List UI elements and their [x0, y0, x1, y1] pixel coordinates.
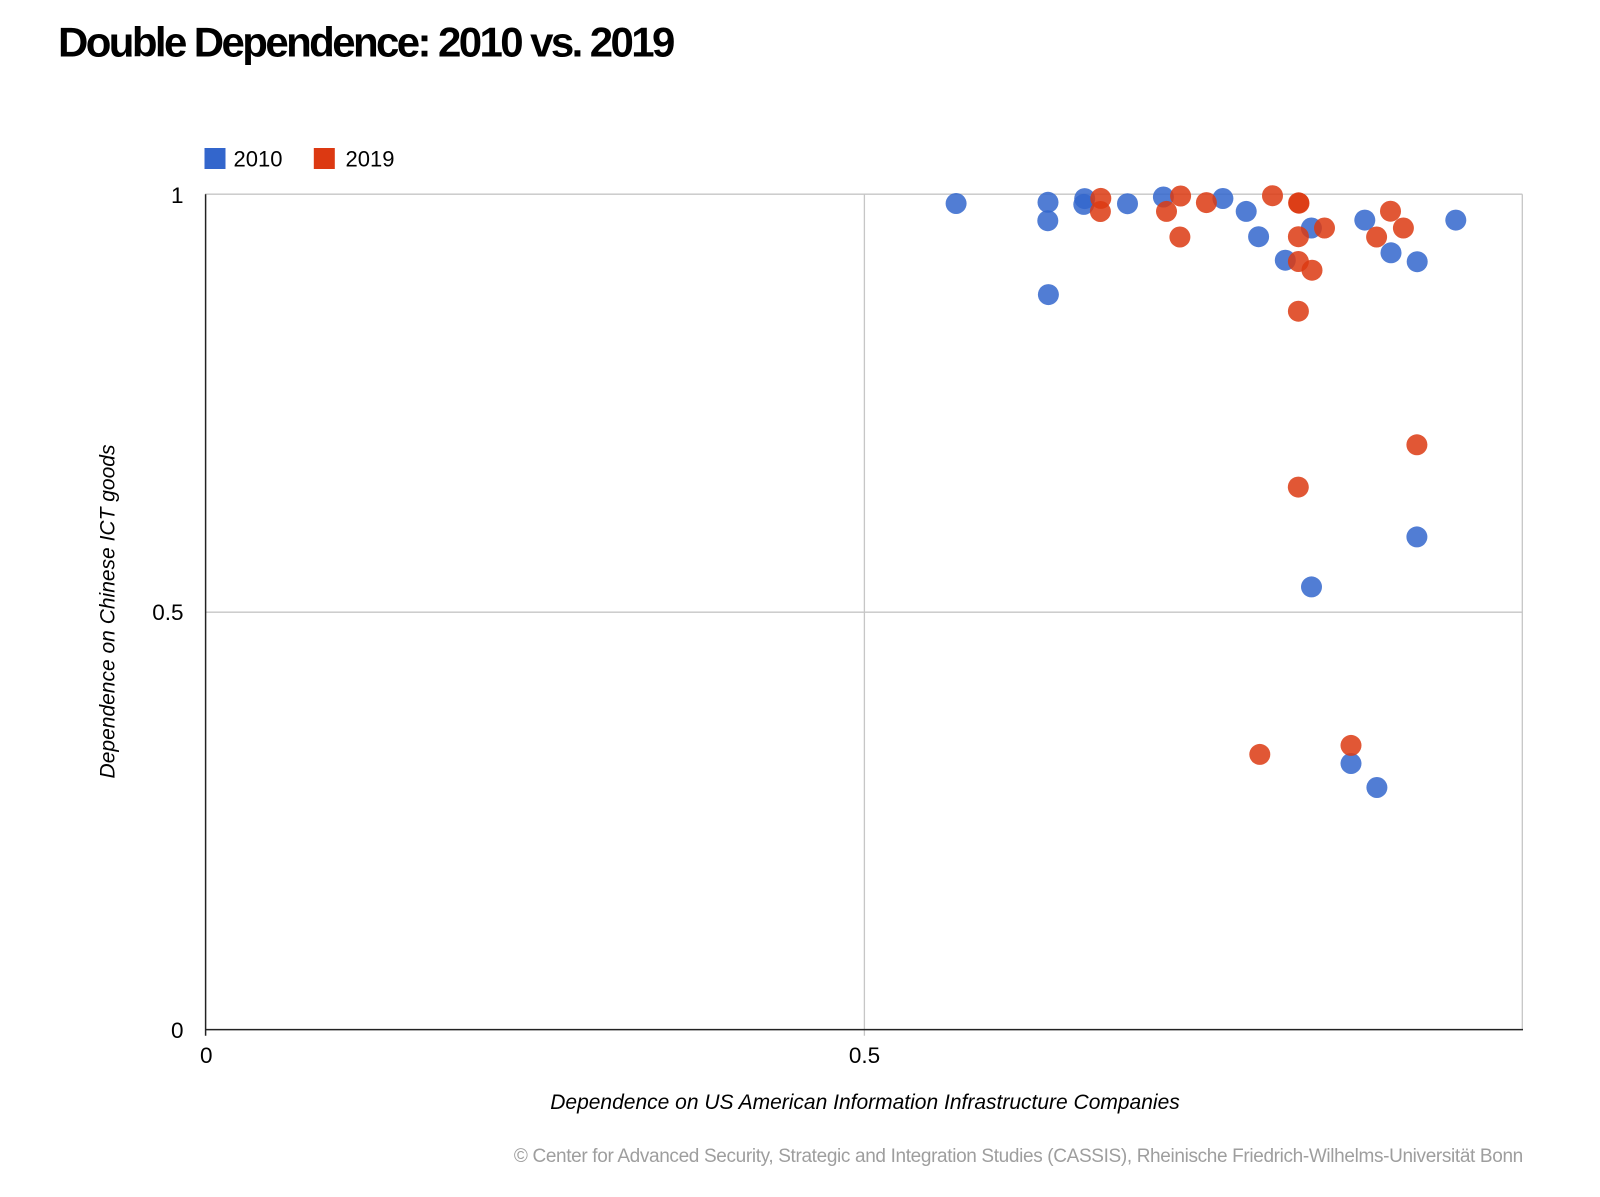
- svg-text:2010: 2010: [234, 146, 283, 171]
- svg-text:Dependence on Chinese ICT good: Dependence on Chinese ICT goods: [97, 444, 120, 778]
- svg-text:0: 0: [200, 1043, 213, 1068]
- svg-text:2019: 2019: [346, 146, 395, 171]
- svg-text:0.5: 0.5: [849, 1043, 880, 1068]
- svg-text:1: 1: [171, 183, 184, 208]
- svg-text:0.5: 0.5: [152, 600, 183, 625]
- svg-text:© Center for Advanced Security: © Center for Advanced Security, Strategi…: [514, 1146, 1523, 1167]
- svg-text:Dependence on US American Info: Dependence on US American Information In…: [550, 1091, 1180, 1114]
- svg-text:0: 0: [171, 1018, 184, 1043]
- svg-text:Double Dependence: 2010 vs. 20: Double Dependence: 2010 vs. 2019: [58, 19, 674, 66]
